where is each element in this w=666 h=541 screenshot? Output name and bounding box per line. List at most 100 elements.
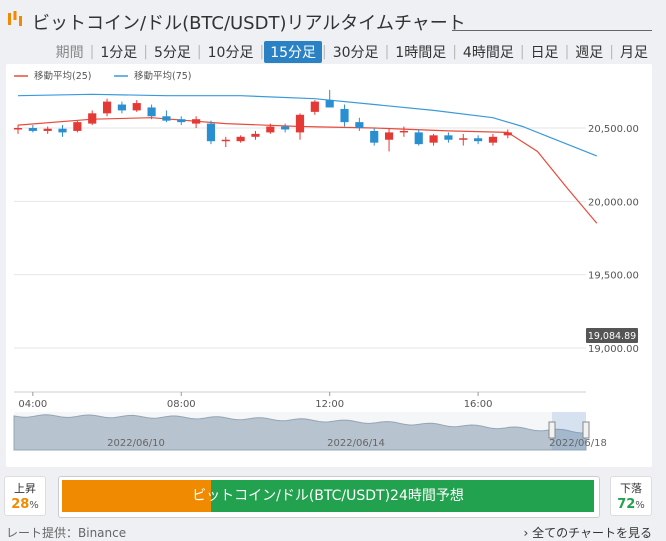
y-tick-label: 19,500.00 <box>588 271 639 282</box>
legend: 移動平均(25) 移動平均(75) <box>14 70 192 82</box>
vote-down-box[interactable]: 下落 72% <box>610 476 652 516</box>
period-30min[interactable]: 30分足 <box>332 45 379 61</box>
page-title: ビットコイン/ドル(BTC/USDT)リアルタイムチャート <box>32 13 466 34</box>
period-separator: | <box>452 44 457 60</box>
x-tick-label: 08:00 <box>167 399 196 410</box>
all-charts-link[interactable]: › 全てのチャートを見る <box>523 526 653 540</box>
candle-body <box>162 116 171 121</box>
candle-body <box>147 107 156 117</box>
title-underline <box>452 30 652 31</box>
period-5min[interactable]: 5分足 <box>154 45 191 61</box>
axes: 19,000.00 19,500.00 20,000.00 20,500.00 04:0… <box>14 124 639 410</box>
vote-up-sign: % <box>29 500 39 511</box>
period-10min[interactable]: 10分足 <box>207 45 254 61</box>
candle-body <box>88 113 97 124</box>
period-1min[interactable]: 1分足 <box>100 45 138 61</box>
candle-body <box>132 103 141 111</box>
navigator-handle-right[interactable] <box>582 421 590 439</box>
legend-ma75-label: 移動平均(75) <box>134 70 192 82</box>
vote-down-value: 72 <box>617 497 636 512</box>
candle-body <box>488 136 498 143</box>
candle-body <box>117 104 126 111</box>
period-label: 期間 <box>55 45 84 61</box>
period-separator: | <box>609 44 614 60</box>
period-monthly[interactable]: 月足 <box>620 45 648 61</box>
period-1h[interactable]: 1時間足 <box>395 45 447 61</box>
candle-body <box>414 132 423 145</box>
moving-averages <box>17 93 598 224</box>
candle-body <box>340 108 349 123</box>
period-separator: | <box>89 44 95 60</box>
last-price-label: 19,084.89 <box>588 331 636 342</box>
vote-down-percent: 72% <box>611 497 651 512</box>
candle-body <box>384 132 394 140</box>
prediction-bar[interactable]: ビットコイン/ドル(BTC/USDT)24時間予想 <box>58 476 600 518</box>
prediction-bar-text: ビットコイン/ドル(BTC/USDT)24時間予想 <box>192 488 464 504</box>
vote-up-value: 28 <box>11 497 30 512</box>
candle-body <box>444 135 453 140</box>
y-tick-label: 20,000.00 <box>588 197 639 208</box>
candle-body <box>28 128 37 131</box>
period-15min[interactable]: 15分足 <box>264 41 323 63</box>
period-separator: | <box>259 44 265 60</box>
last-price-tag: 19,084.89 <box>586 328 638 344</box>
period-4h[interactable]: 4時間足 <box>462 45 514 61</box>
y-tick-label: 20,500.00 <box>588 124 639 135</box>
candle-body <box>236 136 245 142</box>
period-separator: | <box>519 44 525 60</box>
period-separator: | <box>196 44 202 60</box>
chart-panel: 19,000.00 19,500.00 20,000.00 20,500.00 04:0… <box>6 64 652 467</box>
candle-body <box>325 100 334 108</box>
candle-body <box>206 123 216 142</box>
legend-ma25-label: 移動平均(25) <box>34 70 92 82</box>
candle-body <box>221 139 230 142</box>
prediction-section: 上昇 28% ビットコイン/ドル(BTC/USDT)24時間予想 下落 72% … <box>0 474 666 540</box>
y-tick-label: 19,000.00 <box>588 344 639 355</box>
prediction-up-fill <box>62 480 211 512</box>
navigator-selection[interactable] <box>552 412 586 450</box>
prediction-down-fill <box>210 480 594 512</box>
prediction-bar-fill: ビットコイン/ドル(BTC/USDT)24時間予想 <box>62 480 594 512</box>
period-separator: | <box>384 44 390 60</box>
candle-body <box>370 130 379 143</box>
navigator[interactable]: 2022/06/10 2022/06/14 2022/06/18 <box>13 412 607 451</box>
candle-body <box>429 135 438 143</box>
navigator-date-1: 2022/06/10 <box>107 438 165 449</box>
candlestick-logo-icon <box>8 11 22 26</box>
period-daily[interactable]: 日足 <box>530 45 559 61</box>
price-chart[interactable]: 19,000.00 19,500.00 20,000.00 20,500.00 04:0… <box>6 64 652 467</box>
candle-body <box>503 132 512 136</box>
title-row: ビットコイン/ドル(BTC/USDT)リアルタイムチャート <box>0 0 666 38</box>
candle-body <box>43 128 52 131</box>
candle-body <box>58 128 67 133</box>
period-separator: | <box>564 44 570 60</box>
grid <box>14 127 586 349</box>
candle-body <box>295 114 305 133</box>
candle-body <box>281 126 290 130</box>
vote-up-box[interactable]: 上昇 28% <box>4 476 46 516</box>
last-price-box <box>586 328 638 344</box>
period-separator: | <box>322 44 327 60</box>
candle-body <box>177 119 186 123</box>
candle-body <box>13 128 23 130</box>
period-weekly[interactable]: 週足 <box>575 45 604 61</box>
candle-body <box>355 122 364 128</box>
vote-up-label: 上昇 <box>14 482 36 495</box>
period-separator: | <box>143 44 148 60</box>
candle-body <box>310 101 319 112</box>
x-tick-label: 12:00 <box>315 399 344 410</box>
rate-source: レート提供：Binance <box>6 526 127 540</box>
candle-body <box>73 122 82 131</box>
candle-body <box>459 138 468 140</box>
candle-body <box>266 126 275 133</box>
vote-down-label: 下落 <box>620 482 642 495</box>
vote-up-percent: 28% <box>5 497 45 512</box>
navigator-handle-left[interactable] <box>548 421 556 439</box>
candles <box>13 89 512 152</box>
navigator-date-2: 2022/06/14 <box>327 438 385 449</box>
candle-body <box>192 119 201 124</box>
candle-body <box>102 101 112 114</box>
navigator-area <box>13 414 587 451</box>
candle-body <box>399 130 408 133</box>
period-selector: 期間 | 1分足 | 5分足 | 10分足 | 15分足 | 30分足 | 1時… <box>50 41 654 63</box>
